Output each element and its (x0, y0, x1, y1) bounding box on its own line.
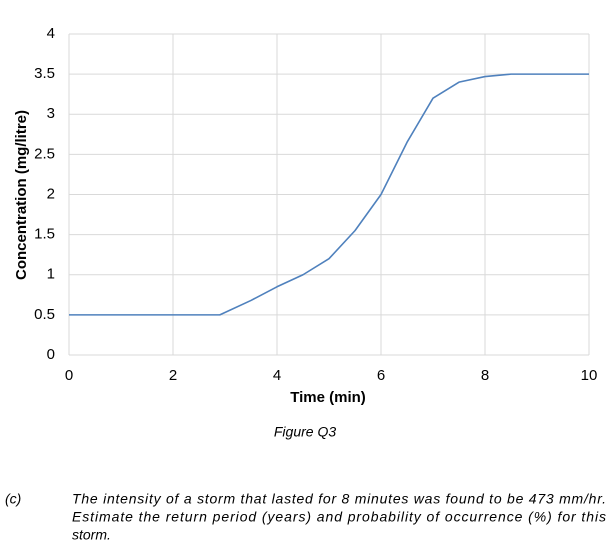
y-tick-label: 3.5 (34, 65, 55, 82)
y-tick-label: 0 (47, 346, 55, 363)
y-tick-label: 2.5 (34, 145, 55, 162)
y-tick-label: 3 (47, 105, 55, 122)
question-line: The intensity of a storm that lasted for… (72, 491, 606, 507)
y-tick-label: 1 (47, 266, 55, 283)
figure-caption: Figure Q3 (274, 424, 336, 440)
x-tick-label: 2 (169, 367, 177, 384)
y-axis-title: Concentration (mg/litre) (13, 110, 30, 280)
y-tick-label: 2 (47, 185, 55, 202)
x-tick-label: 0 (65, 367, 73, 384)
y-tick-label: 4 (47, 25, 55, 42)
question-line: storm. (72, 527, 111, 543)
x-axis-title: Time (min) (290, 389, 366, 406)
y-tick-label: 1.5 (34, 226, 55, 243)
x-tick-label: 10 (581, 367, 598, 384)
x-tick-label: 8 (481, 367, 489, 384)
question-line: Estimate the return period (years) and p… (72, 509, 606, 525)
x-tick-label: 4 (273, 367, 281, 384)
data-line (69, 73, 589, 316)
x-tick-label: 6 (377, 367, 385, 384)
y-tick-label: 0.5 (34, 306, 55, 323)
question-label: (c) (5, 491, 21, 507)
